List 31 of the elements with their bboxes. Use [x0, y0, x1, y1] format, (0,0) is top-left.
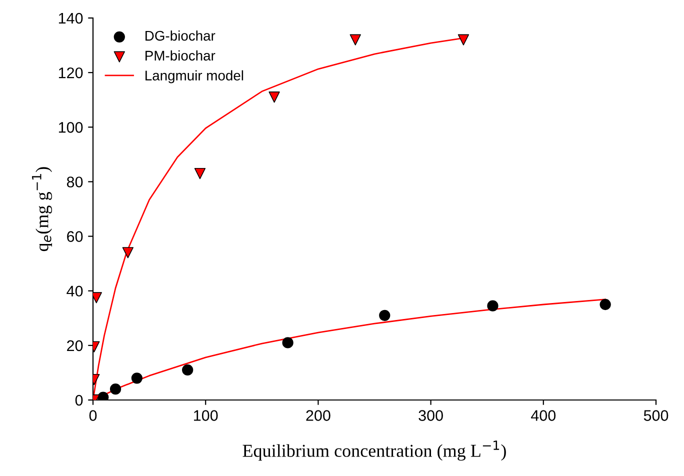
point	[194, 168, 206, 180]
x-tick-label: 500	[644, 410, 668, 421]
point	[282, 337, 294, 348]
y-tick-label: 20	[67, 340, 83, 352]
x-tick-label: 200	[306, 410, 330, 421]
point	[110, 384, 122, 395]
y-tick-label: 120	[58, 67, 83, 78]
point	[131, 372, 142, 384]
y-tick-label: 60	[67, 231, 83, 242]
x-tick-label: 100	[194, 410, 218, 421]
legend-label: Langmuir model	[146, 70, 244, 84]
legend-label: PM-biochar	[146, 50, 216, 61]
point	[268, 92, 280, 103]
x-tick-label: 400	[531, 410, 556, 421]
y-tick-label: 40	[66, 286, 83, 297]
point	[487, 300, 498, 312]
point	[458, 34, 470, 46]
legend-label: DG-biochar	[146, 30, 216, 41]
y-tick-label: 0	[75, 394, 83, 406]
x-tick-label: 0	[89, 410, 97, 421]
y-tick-label: 80	[66, 176, 83, 188]
x-axis-title: Equilibrium concentration (mg L$^{−1}$)	[242, 440, 506, 461]
point	[182, 364, 194, 376]
point	[122, 247, 134, 258]
point	[600, 298, 611, 310]
point	[350, 34, 361, 46]
y-tick-label: 140	[58, 12, 83, 24]
y-tick-label: 100	[58, 122, 83, 133]
y-axis-title: q$_{e}$(mg g$^{−1}$)	[32, 167, 52, 252]
point	[379, 310, 390, 321]
x-tick-label: 300	[418, 410, 443, 421]
